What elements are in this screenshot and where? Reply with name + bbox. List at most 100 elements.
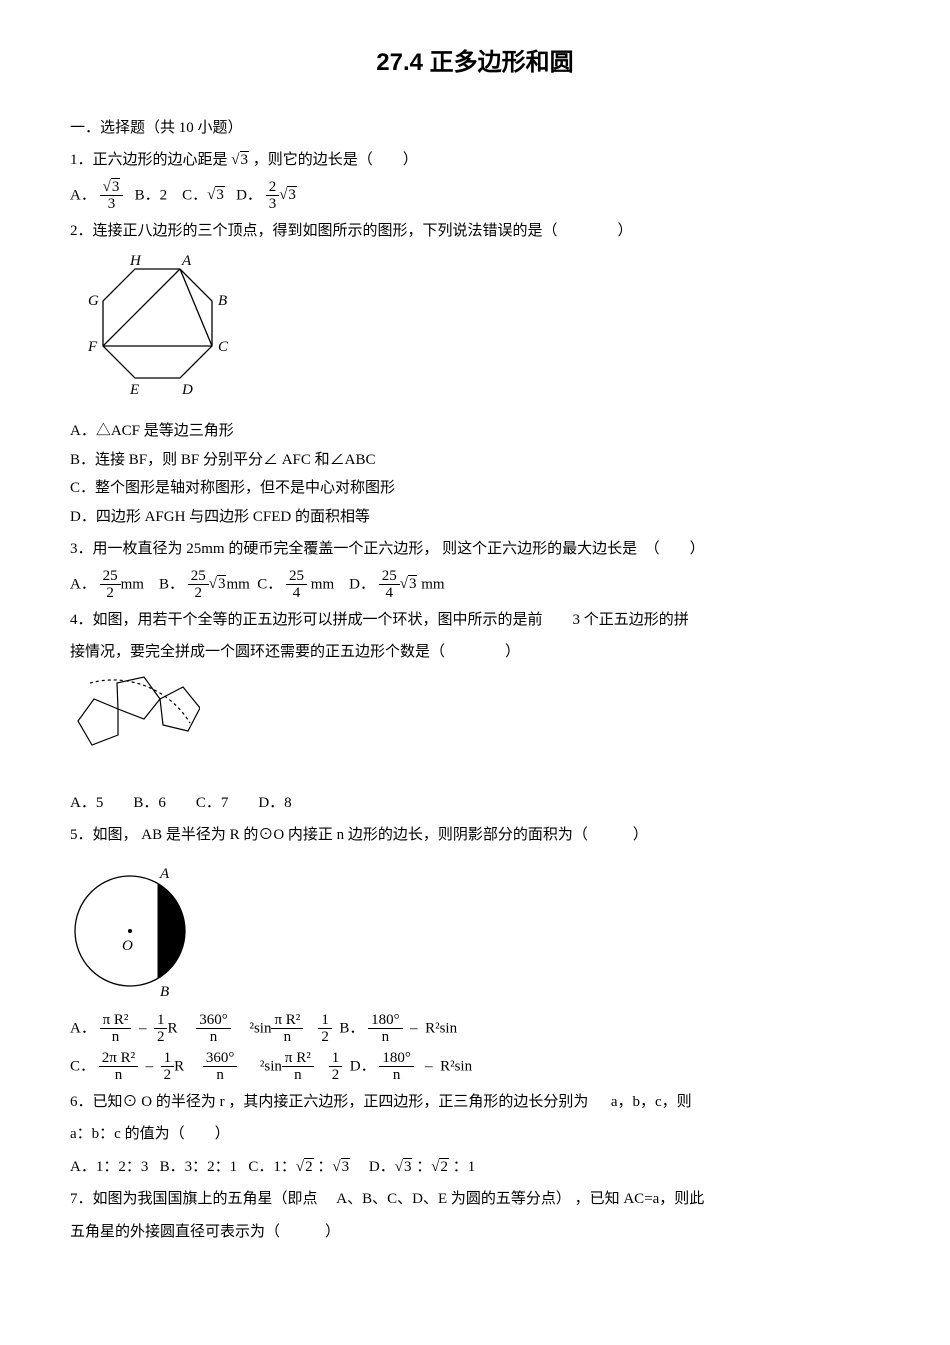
label-H: H [129,253,142,269]
fraction: 180°n [379,1050,414,1084]
denominator: 2 [100,585,121,602]
octagon-figure: H A B C D E F G [70,251,240,411]
numerator: 25 [188,568,209,586]
fraction: 252 [100,568,121,602]
fraction: 12 [154,1012,168,1046]
unit: mm [226,576,249,592]
denominator: 4 [286,585,307,602]
sqrt-icon: 3 [332,1153,350,1182]
denominator: 3 [100,196,124,213]
denominator: n [282,1067,314,1084]
denominator: n [379,1067,414,1084]
unit: mm [311,576,334,592]
sqrt-icon: 2 [431,1153,449,1182]
numerator: 2 [266,179,280,197]
q3-C: C． [257,576,282,592]
q6-optD-a: D． [369,1159,395,1175]
numerator: π R² [271,1012,303,1030]
fraction: 2π R²n [99,1050,138,1084]
numerator: 1 [318,1012,332,1030]
denominator: 4 [379,585,400,602]
q1-optA: A． [70,187,96,203]
numerator: 25 [286,568,307,586]
q4-options: A．5 B．6 C．7 D．8 [70,789,880,818]
radicand: 3 [341,1158,351,1175]
denominator: 2 [161,1067,175,1084]
q5-B: B． [339,1020,364,1036]
fraction: 12 [318,1012,332,1046]
q6-options: A．1：2：3 B．3：2：1 C．1：2 ：3 D．3 ：2 ：1 [70,1153,880,1182]
q2-optA: A．△ACF 是等边三角形 [70,417,880,446]
q7-stem-a: 7．如图为我国国旗上的五角星（即点 [70,1191,318,1207]
radicand: 3 [287,186,297,203]
numerator: 1 [161,1050,175,1068]
radicand: 3 [403,1158,413,1175]
q3-options: A． 252mm B． 2523mm C． 254 mm D． 2543 mm [70,568,880,602]
radicand: 3 [408,575,418,592]
label-G: G [88,293,99,309]
denominator: n [100,1029,132,1046]
label-B: B [160,984,169,1000]
fraction: 254 [286,568,307,602]
rsin: R²sin [425,1020,457,1036]
radicand: 3 [111,178,121,195]
denominator: 2 [154,1029,168,1046]
radicand: 2 [304,1158,314,1175]
q7-stem-c: 五角星的外接圆直径可表示为（ ） [70,1218,880,1247]
fraction: 360°n [196,1012,231,1046]
label-E: E [129,382,139,398]
denominator: n [368,1029,403,1046]
fraction: 252 [188,568,209,602]
q1-stem-b: ，则它的边长是（ ） [253,152,418,168]
q5-A: A． [70,1020,96,1036]
numerator: 360° [203,1050,238,1068]
q4-stem-c: 接情况，要完全拼成一个圆环还需要的正五边形个数是（ ） [70,638,880,667]
denominator: n [99,1067,138,1084]
fraction: 3 3 [100,179,124,213]
q6-stem-a: 6．已知⊙ O 的半径为 r ，其内接正六边形，正四边形，正三角形的边长分别为 [70,1094,588,1110]
question-2: 2．连接正八边形的三个顶点，得到如图所示的图形，下列说法错误的是（ ） [70,217,880,246]
numerator: π R² [282,1050,314,1068]
q1-optC: C． [182,187,207,203]
question-4: 4．如图，用若干个全等的正五边形可以拼成一个环状，图中所示的是前 3 个正五边形… [70,606,880,635]
numerator: 25 [379,568,400,586]
denominator: n [196,1029,231,1046]
q5-options-row2: C． 2π R²n – 12R 360°n ²sinπ R²n 12 D． 18… [70,1050,880,1084]
unit: mm [421,576,444,592]
numerator: 25 [100,568,121,586]
q6-optC-b: ： [317,1159,332,1175]
q3-B: B． [159,576,184,592]
q2-optD: D．四边形 AFGH 与四边形 CFED 的面积相等 [70,503,880,532]
question-6: 6．已知⊙ O 的半径为 r ，其内接正六边形，正四边形，正三角形的边长分别为 … [70,1088,880,1117]
label-F: F [87,339,98,355]
r2: R² [114,1012,129,1028]
pi: π [274,1012,282,1028]
q1-optB: B．2 [135,187,168,203]
sqrt-icon: 3 [207,181,225,210]
sqrt-icon: 3 [279,181,297,210]
section-heading: 一．选择题（共 10 小题） [70,114,880,143]
fraction: 12 [329,1050,343,1084]
q6-optA: A．1：2：3 [70,1159,148,1175]
sqrt-icon: 3 [395,1153,413,1182]
q2-optC: C．整个图形是轴对称图形，但不是中心对称图形 [70,474,880,503]
q5-D: D． [350,1058,376,1074]
sqrt-icon: 3 [231,146,249,175]
sqrt-icon: 3 [103,179,121,196]
q4-stem-a: 4．如图，用若干个全等的正五边形可以拼成一个环状，图中所示的是前 [70,612,543,628]
label-B: B [218,293,227,309]
numerator: π R² [100,1012,132,1030]
pi: π [103,1012,111,1028]
q6-optD-c: ：1 [453,1159,476,1175]
radicand: 3 [217,575,227,592]
r2: R² [296,1050,311,1066]
fraction: π R²n [282,1050,314,1084]
q1-options: A． 3 3 B．2 C．3 D． 2 3 3 [70,179,880,213]
question-3: 3．用一枚直径为 25mm 的硬币完全覆盖一个正六边形， 则这个正六边形的最大边… [70,535,880,564]
twopi: 2π [102,1050,117,1066]
fraction: 180°n [368,1012,403,1046]
q6-stem-b: a，b，c，则 [611,1094,692,1110]
label-A: A [181,253,192,269]
radicand: 2 [439,1158,449,1175]
q3-A: A． [70,576,96,592]
